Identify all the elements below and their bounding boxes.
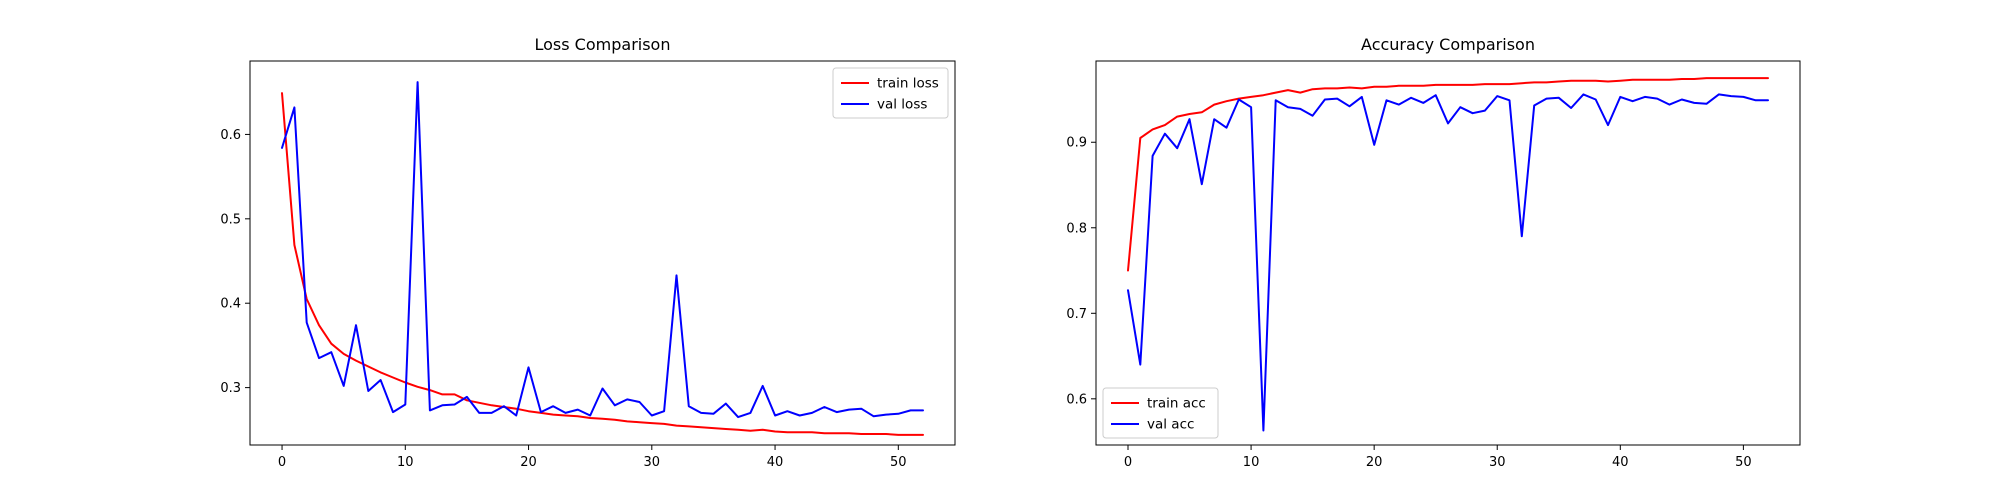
x-tick-label: 40 xyxy=(1612,455,1629,470)
x-tick-label: 20 xyxy=(1366,455,1383,470)
axes-frame xyxy=(249,60,956,446)
y-tick-label: 0.6 xyxy=(220,128,241,143)
x-tick-label: 10 xyxy=(397,455,414,470)
chart-1: Loss Comparison 0 10 20 30 40 50 0.3 0.4 0.5 0.6 tr… xyxy=(220,35,956,470)
plot-area xyxy=(281,81,924,436)
chart-2: Accuracy Comparison 0 10 20 30 40 50 0.6 0.7 0.8 0… xyxy=(1066,35,1801,470)
legend-box xyxy=(1102,387,1219,439)
x-tick-label: 50 xyxy=(890,455,907,470)
axes-frame xyxy=(1095,60,1801,446)
x-tick-label: 20 xyxy=(520,455,537,470)
chart-title: Accuracy Comparison xyxy=(1361,35,1535,54)
x-tick-label: 40 xyxy=(767,455,784,470)
legend: train acc val acc xyxy=(1102,387,1219,439)
x-tick-label: 30 xyxy=(644,455,661,470)
series-line-train-acc xyxy=(1127,77,1769,272)
series-line-train-loss xyxy=(281,92,924,436)
y-tick-label: 0.8 xyxy=(1066,221,1087,236)
x-tick-label: 30 xyxy=(1489,455,1506,470)
legend: train loss val loss xyxy=(832,67,949,119)
series-line-val-loss xyxy=(281,81,924,419)
x-tick-label: 50 xyxy=(1735,455,1752,470)
legend-label: train acc xyxy=(1147,396,1206,412)
chart-title: Loss Comparison xyxy=(535,35,671,54)
y-tick-label: 0.6 xyxy=(1066,392,1087,407)
x-tick-label: 0 xyxy=(1124,455,1132,470)
plot-area xyxy=(1127,77,1769,432)
x-tick-label: 10 xyxy=(1243,455,1260,470)
y-tick-label: 0.7 xyxy=(1066,307,1087,322)
legend-label: train loss xyxy=(877,76,939,92)
x-tick-label: 0 xyxy=(278,455,286,470)
legend-label: val loss xyxy=(877,97,927,113)
y-tick-label: 0.5 xyxy=(220,212,241,227)
y-tick-label: 0.4 xyxy=(220,297,241,312)
legend-label: val acc xyxy=(1147,417,1194,433)
legend-box xyxy=(832,67,949,119)
y-tick-label: 0.3 xyxy=(220,381,241,396)
series-line-val-acc xyxy=(1127,93,1769,432)
y-tick-label: 0.9 xyxy=(1066,136,1087,151)
